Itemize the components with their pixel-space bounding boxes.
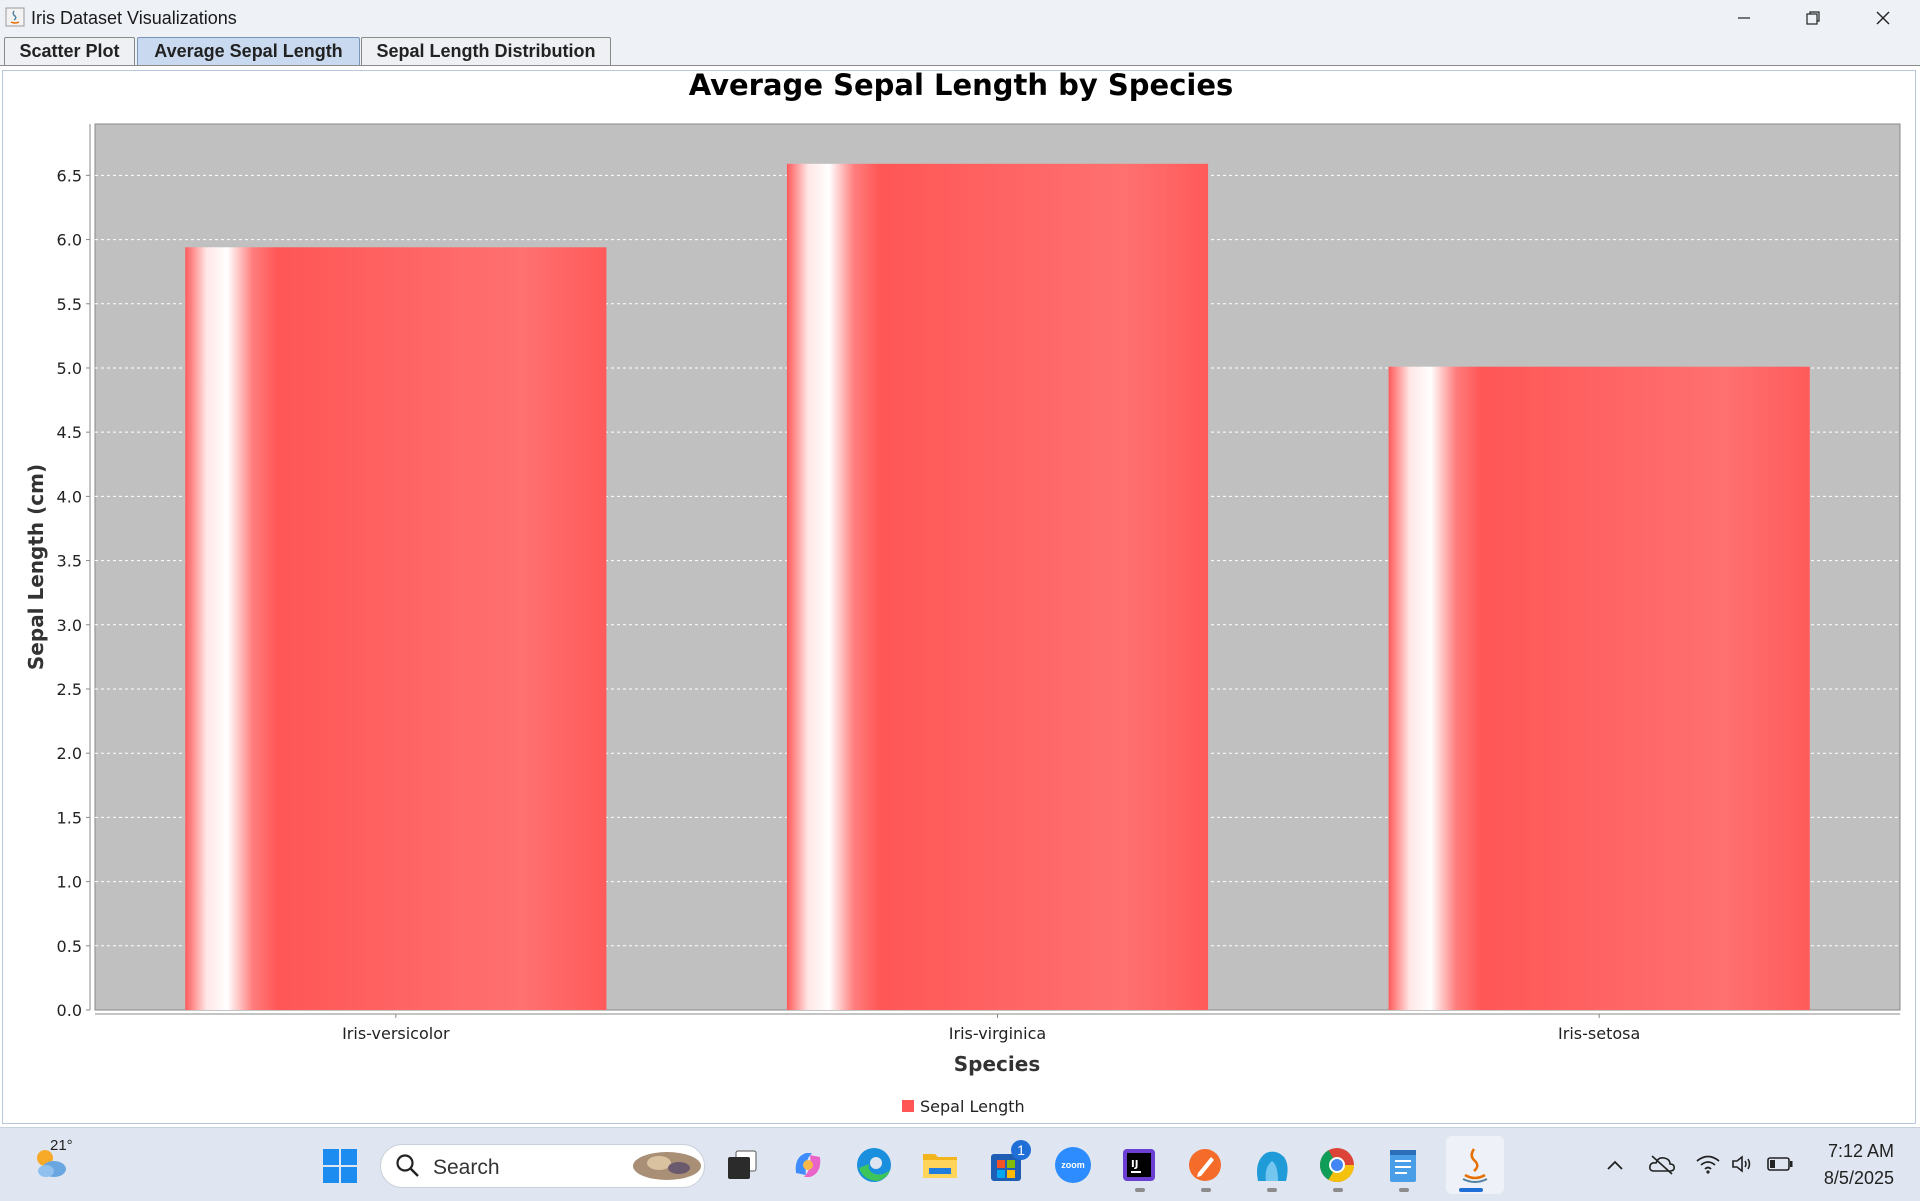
legend-swatch — [902, 1100, 914, 1112]
task-view-icon — [728, 1150, 757, 1179]
weather-temperature: 21° — [50, 1137, 73, 1154]
y-tick-label: 2.0 — [57, 744, 82, 763]
show-hidden-icons-button[interactable] — [1600, 1150, 1630, 1180]
restore-icon — [1806, 10, 1820, 25]
close-icon — [1876, 11, 1890, 24]
title-bar: Iris Dataset Visualizations — [0, 0, 1920, 35]
close-button[interactable] — [1848, 0, 1918, 35]
notepad-icon — [1390, 1150, 1416, 1182]
chart-panel: Average Sepal Length by Species 0.0 0.5 1.… — [2, 70, 1916, 1124]
taskbar-search-box[interactable]: Search — [380, 1144, 705, 1188]
file-explorer-button[interactable] — [917, 1142, 963, 1188]
svg-text:IJ: IJ — [1131, 1159, 1138, 1170]
tab-strip: Scatter Plot Average Sepal Length Sepal … — [0, 35, 1920, 66]
edge-button[interactable] — [851, 1142, 897, 1188]
intellij-icon: IJ — [1123, 1149, 1155, 1181]
microsoft-store-icon — [991, 1154, 1021, 1181]
file-explorer-icon — [923, 1154, 957, 1178]
cloud-app-icon — [1257, 1151, 1288, 1181]
notepad-button[interactable] — [1380, 1142, 1426, 1188]
java-active-indicator — [1459, 1188, 1483, 1192]
x-tick-label: Iris-versicolor — [342, 1024, 450, 1043]
legend-label: Sepal Length — [920, 1097, 1025, 1116]
y-tick-label: 5.5 — [57, 295, 82, 314]
x-tick-label: Iris-setosa — [1558, 1024, 1640, 1043]
x-axis-label: Species — [954, 1052, 1040, 1076]
intellij-running-indicator — [1135, 1188, 1145, 1192]
search-icon — [396, 1154, 419, 1177]
search-placeholder: Search — [433, 1156, 500, 1179]
tab-scatter-plot[interactable]: Scatter Plot — [4, 37, 135, 65]
java-icon — [1462, 1148, 1488, 1183]
tab-average-sepal-length[interactable]: Average Sepal Length — [137, 37, 360, 65]
y-tick-label: 3.5 — [57, 552, 82, 571]
y-tick-label: 4.5 — [57, 423, 82, 442]
chrome-running-indicator — [1333, 1188, 1343, 1192]
taskbar: 21° Search — [0, 1127, 1920, 1201]
legend: Sepal Length — [902, 1097, 1025, 1116]
chevron-up-icon — [1607, 1160, 1623, 1170]
bar-iris-versicolor — [185, 247, 607, 1011]
y-tick-label: 1.0 — [57, 873, 82, 892]
y-tick-label: 6.0 — [57, 231, 82, 250]
y-tick-label: 0.5 — [57, 937, 82, 956]
zoom-button[interactable]: zoom — [1050, 1142, 1096, 1188]
x-tick-label: Iris-virginica — [949, 1024, 1046, 1043]
task-view-button[interactable] — [719, 1142, 765, 1188]
y-tick-label: 4.0 — [57, 487, 82, 506]
start-button[interactable] — [318, 1144, 362, 1188]
tab-divider — [0, 65, 1920, 66]
edge-icon — [857, 1148, 891, 1182]
battery-icon — [1767, 1157, 1793, 1171]
clock-time[interactable]: 7:12 AM — [1827, 1141, 1894, 1161]
zoom-icon-label: zoom — [1061, 1160, 1085, 1170]
y-tick-label: 0.0 — [57, 1001, 82, 1020]
tab-sepal-length-distribution[interactable]: Sepal Length Distribution — [361, 37, 611, 65]
y-tick-label: 3.0 — [57, 616, 82, 635]
y-tick-label: 2.5 — [57, 680, 82, 699]
bar-iris-setosa — [1388, 366, 1810, 1010]
minimize-button[interactable] — [1709, 0, 1779, 35]
cloud-app-running-indicator — [1267, 1188, 1277, 1192]
copilot-button[interactable] — [785, 1142, 831, 1188]
y-tick-label: 1.5 — [57, 808, 82, 827]
copilot-icon — [795, 1153, 821, 1177]
java-app-icon — [5, 7, 25, 27]
weather-icon — [37, 1150, 66, 1177]
battery-status[interactable] — [1764, 1148, 1796, 1180]
volume-control[interactable] — [1727, 1148, 1757, 1180]
cloud-app-button[interactable] — [1248, 1142, 1294, 1188]
bar-iris-virginica — [786, 163, 1209, 1010]
window-title: Iris Dataset Visualizations — [31, 8, 237, 28]
chrome-button[interactable] — [1314, 1142, 1360, 1188]
y-axis-label: Sepal Length (cm) — [24, 464, 48, 670]
notepad-running-indicator — [1399, 1188, 1409, 1192]
zoom-icon: zoom — [1055, 1147, 1091, 1183]
wifi-icon — [1696, 1155, 1720, 1174]
speaker-icon — [1732, 1155, 1751, 1173]
search-highlight-image-icon — [633, 1152, 701, 1180]
onedrive-status[interactable] — [1646, 1148, 1678, 1180]
y-tick-label: 5.0 — [57, 359, 82, 378]
java-app-button[interactable] — [1446, 1136, 1504, 1194]
weather-widget[interactable]: 21° — [26, 1137, 76, 1188]
clock-date[interactable]: 8/5/2025 — [1823, 1168, 1894, 1188]
chart-title: Average Sepal Length by Species — [689, 71, 1234, 102]
cloud-offline-icon — [1649, 1155, 1675, 1175]
minimize-icon — [1738, 16, 1750, 19]
pen-app-running-indicator — [1201, 1188, 1211, 1192]
microsoft-store-button[interactable]: 1 — [983, 1140, 1031, 1188]
restore-button[interactable] — [1778, 0, 1848, 35]
intellij-button[interactable]: IJ — [1116, 1142, 1162, 1188]
y-tick-label: 6.5 — [57, 166, 82, 185]
chrome-icon — [1320, 1148, 1354, 1182]
bar-chart: Average Sepal Length by Species 0.0 0.5 1.… — [24, 71, 1901, 1116]
pen-app-button[interactable] — [1182, 1142, 1228, 1188]
pen-app-icon — [1189, 1149, 1221, 1181]
windows-start-icon — [323, 1149, 357, 1183]
store-notification-badge: 1 — [1011, 1140, 1031, 1160]
network-status[interactable] — [1693, 1148, 1723, 1180]
